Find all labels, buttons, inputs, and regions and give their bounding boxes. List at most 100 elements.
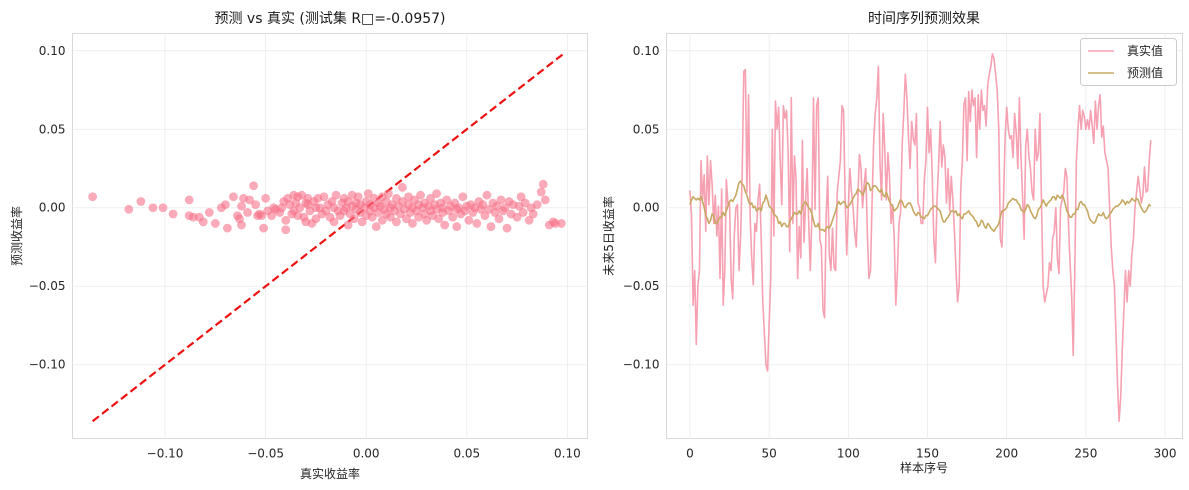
scatter-point	[524, 215, 534, 225]
scatter-point	[496, 195, 506, 205]
scatter-point	[458, 192, 468, 202]
scatter-point	[281, 225, 291, 235]
scatter-point	[502, 223, 512, 233]
scatter-point	[492, 201, 502, 211]
scatter-point	[478, 200, 488, 210]
legend-label-predicted: 预测值	[1127, 65, 1163, 80]
scatter-point	[448, 212, 458, 222]
scatter-point	[416, 190, 425, 200]
scatter-y-tick-label: 0.00	[39, 201, 66, 215]
scatter-point	[434, 214, 444, 224]
scatter-point	[331, 190, 341, 200]
timeseries-y-tick-label: 0.00	[633, 201, 660, 215]
timeseries-axes: 0 50 100 150 200 250 300 −0.10 −0.05 0.00 0.05 0.1…	[601, 11, 1183, 475]
scatter-point	[377, 215, 387, 225]
scatter-point	[311, 214, 321, 224]
scatter-point	[550, 219, 560, 228]
scatter-x-tick-label: 0.10	[554, 447, 581, 461]
scatter-point	[383, 189, 393, 199]
scatter-point	[398, 182, 407, 192]
scatter-point	[426, 193, 435, 203]
scatter-x-tick-label: −0.10	[147, 447, 184, 461]
scatter-x-ticks: −0.10 −0.05 0.00 0.05 0.10	[147, 447, 581, 461]
scatter-x-label: 真实收益率	[300, 466, 360, 481]
scatter-title: 预测 vs 真实 (测试集 R□=-0.0957)	[214, 10, 445, 27]
scatter-point	[371, 222, 381, 231]
scatter-point	[349, 214, 359, 224]
scatter-point	[442, 195, 452, 205]
scatter-axes: −0.10 −0.05 0.00 0.05 0.10 −0.10 −0.05 0.00 0.0…	[9, 10, 588, 481]
timeseries-y-label: 未来5日收益率	[601, 196, 616, 276]
timeseries-x-tick-label: 200	[995, 447, 1018, 461]
scatter-points	[88, 179, 566, 235]
scatter-point	[494, 214, 504, 224]
scatter-point	[259, 223, 269, 233]
timeseries-x-tick-label: 50	[761, 447, 776, 461]
legend-label-actual: 真实值	[1127, 43, 1163, 58]
timeseries-x-ticks: 0 50 100 150 200 250 300	[686, 447, 1176, 461]
scatter-grid	[72, 33, 588, 439]
scatter-point	[432, 189, 442, 199]
scatter-point	[158, 203, 168, 213]
scatter-point	[391, 217, 401, 227]
timeseries-x-tick-label: 150	[916, 447, 939, 461]
scatter-point	[243, 208, 252, 217]
scatter-point	[538, 179, 548, 189]
scatter-point	[540, 195, 550, 205]
scatter-point	[472, 219, 482, 228]
legend: 真实值 预测值	[1080, 38, 1177, 86]
timeseries-x-tick-label: 100	[837, 447, 860, 461]
scatter-point	[88, 192, 98, 202]
scatter-point	[124, 204, 134, 214]
scatter-x-tick-label: 0.00	[353, 447, 380, 461]
scatter-point	[198, 217, 208, 227]
scatter-point	[249, 181, 258, 191]
scatter-point	[480, 211, 490, 220]
scatter-point	[237, 220, 246, 230]
scatter-point	[319, 192, 329, 202]
scatter-point	[267, 211, 277, 220]
scatter-point	[251, 200, 260, 210]
scatter-point	[136, 197, 146, 206]
scatter-point	[168, 209, 178, 219]
scatter-y-tick-label: −0.05	[29, 279, 66, 293]
scatter-point	[486, 222, 496, 231]
scatter-y-tick-label: 0.05	[39, 122, 66, 136]
scatter-point	[281, 215, 291, 225]
scatter-point	[528, 209, 538, 219]
scatter-point	[385, 212, 395, 222]
scatter-reference-line	[91, 51, 567, 423]
scatter-point	[210, 219, 220, 228]
timeseries-x-tick-label: 300	[1154, 447, 1177, 461]
scatter-point	[223, 223, 232, 233]
scatter-point	[245, 195, 254, 205]
scatter-point	[440, 220, 450, 230]
scatter-point	[261, 193, 271, 203]
timeseries-y-tick-label: 0.05	[633, 122, 660, 136]
scatter-y-ticks: −0.10 −0.05 0.00 0.05 0.10	[29, 44, 66, 372]
timeseries-x-tick-label: 250	[1074, 447, 1097, 461]
scatter-point	[257, 211, 267, 220]
scatter-point	[148, 203, 158, 213]
scatter-point	[363, 189, 373, 199]
timeseries-title: 时间序列预测效果	[868, 11, 980, 27]
scatter-point	[520, 198, 530, 208]
scatter-point	[532, 200, 542, 210]
scatter-point	[184, 195, 194, 205]
scatter-point	[408, 219, 417, 228]
scatter-point	[295, 203, 305, 213]
scatter-point	[329, 217, 339, 227]
predicted-series-line	[689, 180, 1152, 233]
scatter-point	[516, 192, 526, 202]
scatter-point	[536, 187, 546, 197]
scatter-point	[188, 212, 198, 222]
reference-diagonal-line	[91, 51, 567, 423]
timeseries-y-tick-label: 0.10	[633, 44, 660, 58]
scatter-point	[229, 192, 238, 202]
scatter-point	[402, 214, 411, 224]
scatter-point	[422, 215, 431, 225]
timeseries-y-tick-label: −0.10	[623, 358, 660, 372]
scatter-y-tick-label: −0.10	[29, 358, 66, 372]
scatter-point	[518, 208, 528, 217]
